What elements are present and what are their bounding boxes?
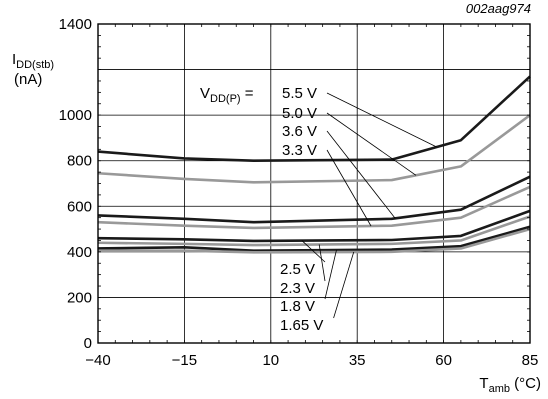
y-tick-label: 0 xyxy=(84,335,92,352)
x-tick-label: 10 xyxy=(262,352,279,369)
legend-leader-lines xyxy=(301,92,437,319)
legend-leader-line xyxy=(333,251,355,319)
series-line-2-5-V xyxy=(97,209,531,243)
series-line-1-8-V xyxy=(97,225,531,253)
legend-label-1-8-V: 1.8 V xyxy=(280,298,315,315)
legend-label-2-3-V: 2.3 V xyxy=(280,280,315,297)
y-tick-label: 400 xyxy=(67,244,92,261)
legend-label-3-6-V: 3.6 V xyxy=(282,123,317,140)
x-tick-label: 35 xyxy=(349,352,366,369)
axes: −40 −15 10 35 60 85 0 200 400 600 800 1000 1400 xyxy=(59,16,539,369)
y-tick-label: 600 xyxy=(67,198,92,215)
x-axis-label: Tamb (°C) xyxy=(479,375,541,395)
series-line-5-5-V xyxy=(97,75,531,163)
legend-labels: 5.5 V 5.0 V3.6 V 3.3 V 2.5 V 2.3 V1.8 V 1.65 … xyxy=(280,85,323,334)
legend-leader-line xyxy=(324,249,337,300)
x-tick-label: −40 xyxy=(85,352,110,369)
legend-leader-line xyxy=(318,244,326,282)
y-tick-label: 800 xyxy=(67,153,92,170)
legend-label-5-0-V: 5.0 V xyxy=(282,105,317,122)
legend-label-5-5-V: 5.5 V xyxy=(282,85,317,102)
legend-label-2-5-V: 2.5 V xyxy=(280,261,315,278)
y-axis-unit: (nA) xyxy=(14,71,42,88)
plot-frame xyxy=(97,23,531,344)
y-tick-label: 1400 xyxy=(59,16,92,33)
legend-leader-line xyxy=(326,130,396,219)
legend-leader-line xyxy=(326,112,417,176)
x-tick-label: −15 xyxy=(172,352,197,369)
legend-leader-line xyxy=(326,149,372,227)
y-axis-label: IDD(stb) xyxy=(12,51,54,71)
series-line-5-0-V xyxy=(97,114,531,184)
series-line-3-6-V xyxy=(97,175,531,224)
legend-leader-line xyxy=(326,92,437,148)
y-tick-label: 200 xyxy=(67,289,92,306)
series-line-2-3-V xyxy=(97,215,531,247)
x-tick-label: 60 xyxy=(435,352,452,369)
legend-prefix: VDD(P) = xyxy=(200,85,254,105)
series-group xyxy=(97,75,531,254)
legend-label-1-65-V: 1.65 V xyxy=(280,317,323,334)
figure-reference: 002aag974 xyxy=(466,1,531,16)
legend-label-3-3-V: 3.3 V xyxy=(282,142,317,159)
y-tick-label: 1000 xyxy=(59,107,92,124)
series-line-1-65-V xyxy=(98,227,531,254)
x-tick-label: 85 xyxy=(522,352,539,369)
series-line-3-3-V xyxy=(97,185,531,230)
